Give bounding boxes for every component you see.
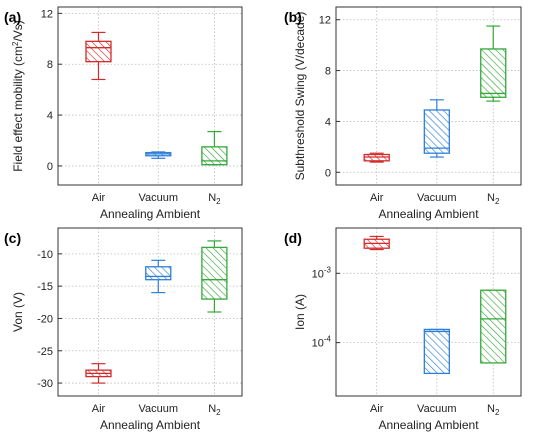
x-tick-label: Vacuum [139,192,179,204]
x-tick-label: N2 [208,403,221,417]
x-axis-label: Annealing Ambient [100,207,201,221]
box-vacuum [423,328,450,375]
x-tick-label: Air [92,403,106,415]
panel-label: (a) [4,9,21,25]
y-tick-label: -30 [37,378,53,390]
box-n2 [480,25,507,102]
plot-frame [335,6,522,186]
x-axis-label: Annealing Ambient [378,418,479,432]
box-vacuum [145,259,172,294]
panel-c: -30 -25 -20 -15 -10 Air Vacuum N2 Annealing Ambi… [4,227,243,432]
plot-frame [335,227,522,397]
panel-label: (d) [284,230,302,246]
x-tick-label: Vacuum [417,403,457,415]
x-tick-label: Vacuum [417,192,457,204]
box-body [201,146,228,166]
y-tick-label: -10 [37,249,53,261]
box-n2 [201,240,228,313]
box-air [363,235,390,251]
y-tick-label: 10-4 [312,335,332,350]
y-tick-label: 12 [319,15,331,27]
x-tick-label: Air [370,403,384,415]
x-tick-label: N2 [208,192,221,206]
box-vacuum [145,151,172,159]
x-tick-label: N2 [487,192,500,206]
y-tick-label: -20 [37,313,53,325]
y-axis-label: Subthreshold Swing (V/decade) [293,12,307,181]
box-body [423,109,450,154]
y-tick-label: 4 [325,116,331,128]
x-tick-label: Vacuum [139,403,179,415]
box-air [363,152,390,163]
panel-d: 10-4 10-3 Air Vacuum N2 Annealing Ambient Ion … [284,227,522,432]
panel-label: (b) [284,9,302,25]
x-tick-label: Air [370,192,384,204]
y-tick-label: -15 [37,281,53,293]
panel-b: 0 4 8 12 Air Vacuum N2 Annealing Ambient Subthre… [284,6,522,221]
y-tick-label: -25 [37,346,53,358]
box-air [85,363,112,384]
box-body [480,289,507,364]
box-body [423,328,450,375]
plot-frame [57,6,243,186]
box-body [85,40,112,63]
y-axis-label: Von (V) [11,292,25,332]
box-body [201,246,228,300]
y-tick-label: 8 [47,59,53,71]
box-body [145,266,172,281]
x-tick-label: Air [92,192,106,204]
y-tick-label: 0 [325,167,331,179]
plot-frame [57,227,243,397]
panel-a: 0 4 8 12 Air Vacuum N2 Annealing Ambient Field e… [4,6,243,221]
x-axis-label: Annealing Ambient [378,207,479,221]
box-n2 [201,131,228,166]
panel-label: (c) [4,230,21,246]
y-tick-label: 10-3 [312,265,332,280]
y-axis-label: Ion (A) [293,294,307,330]
box-air [85,31,112,81]
y-tick-label: 0 [47,161,53,173]
y-axis-label: Field effect mobility (cm2/Vs) [11,20,25,172]
x-axis-label: Annealing Ambient [100,418,201,432]
x-tick-label: N2 [487,403,500,417]
y-tick-label: 12 [41,8,53,20]
box-vacuum [423,99,450,158]
box-body [480,48,507,98]
box-n2 [480,289,507,364]
y-tick-label: 4 [47,110,53,122]
y-tick-label: 8 [325,66,331,78]
